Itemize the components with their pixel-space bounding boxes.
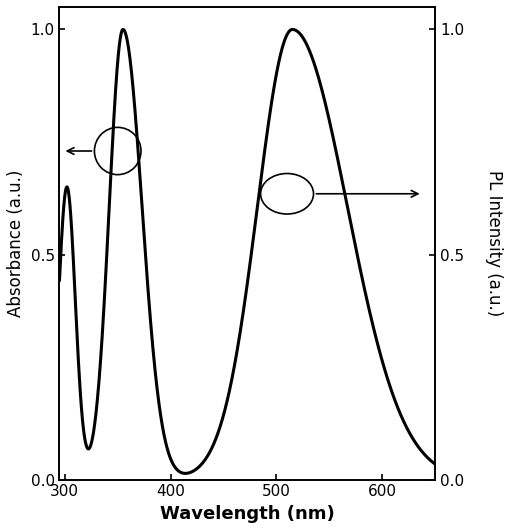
X-axis label: Wavelength (nm): Wavelength (nm) <box>160 505 334 523</box>
Y-axis label: Absorbance (a.u.): Absorbance (a.u.) <box>7 170 25 317</box>
Y-axis label: PL Intensity (a.u.): PL Intensity (a.u.) <box>484 170 502 316</box>
